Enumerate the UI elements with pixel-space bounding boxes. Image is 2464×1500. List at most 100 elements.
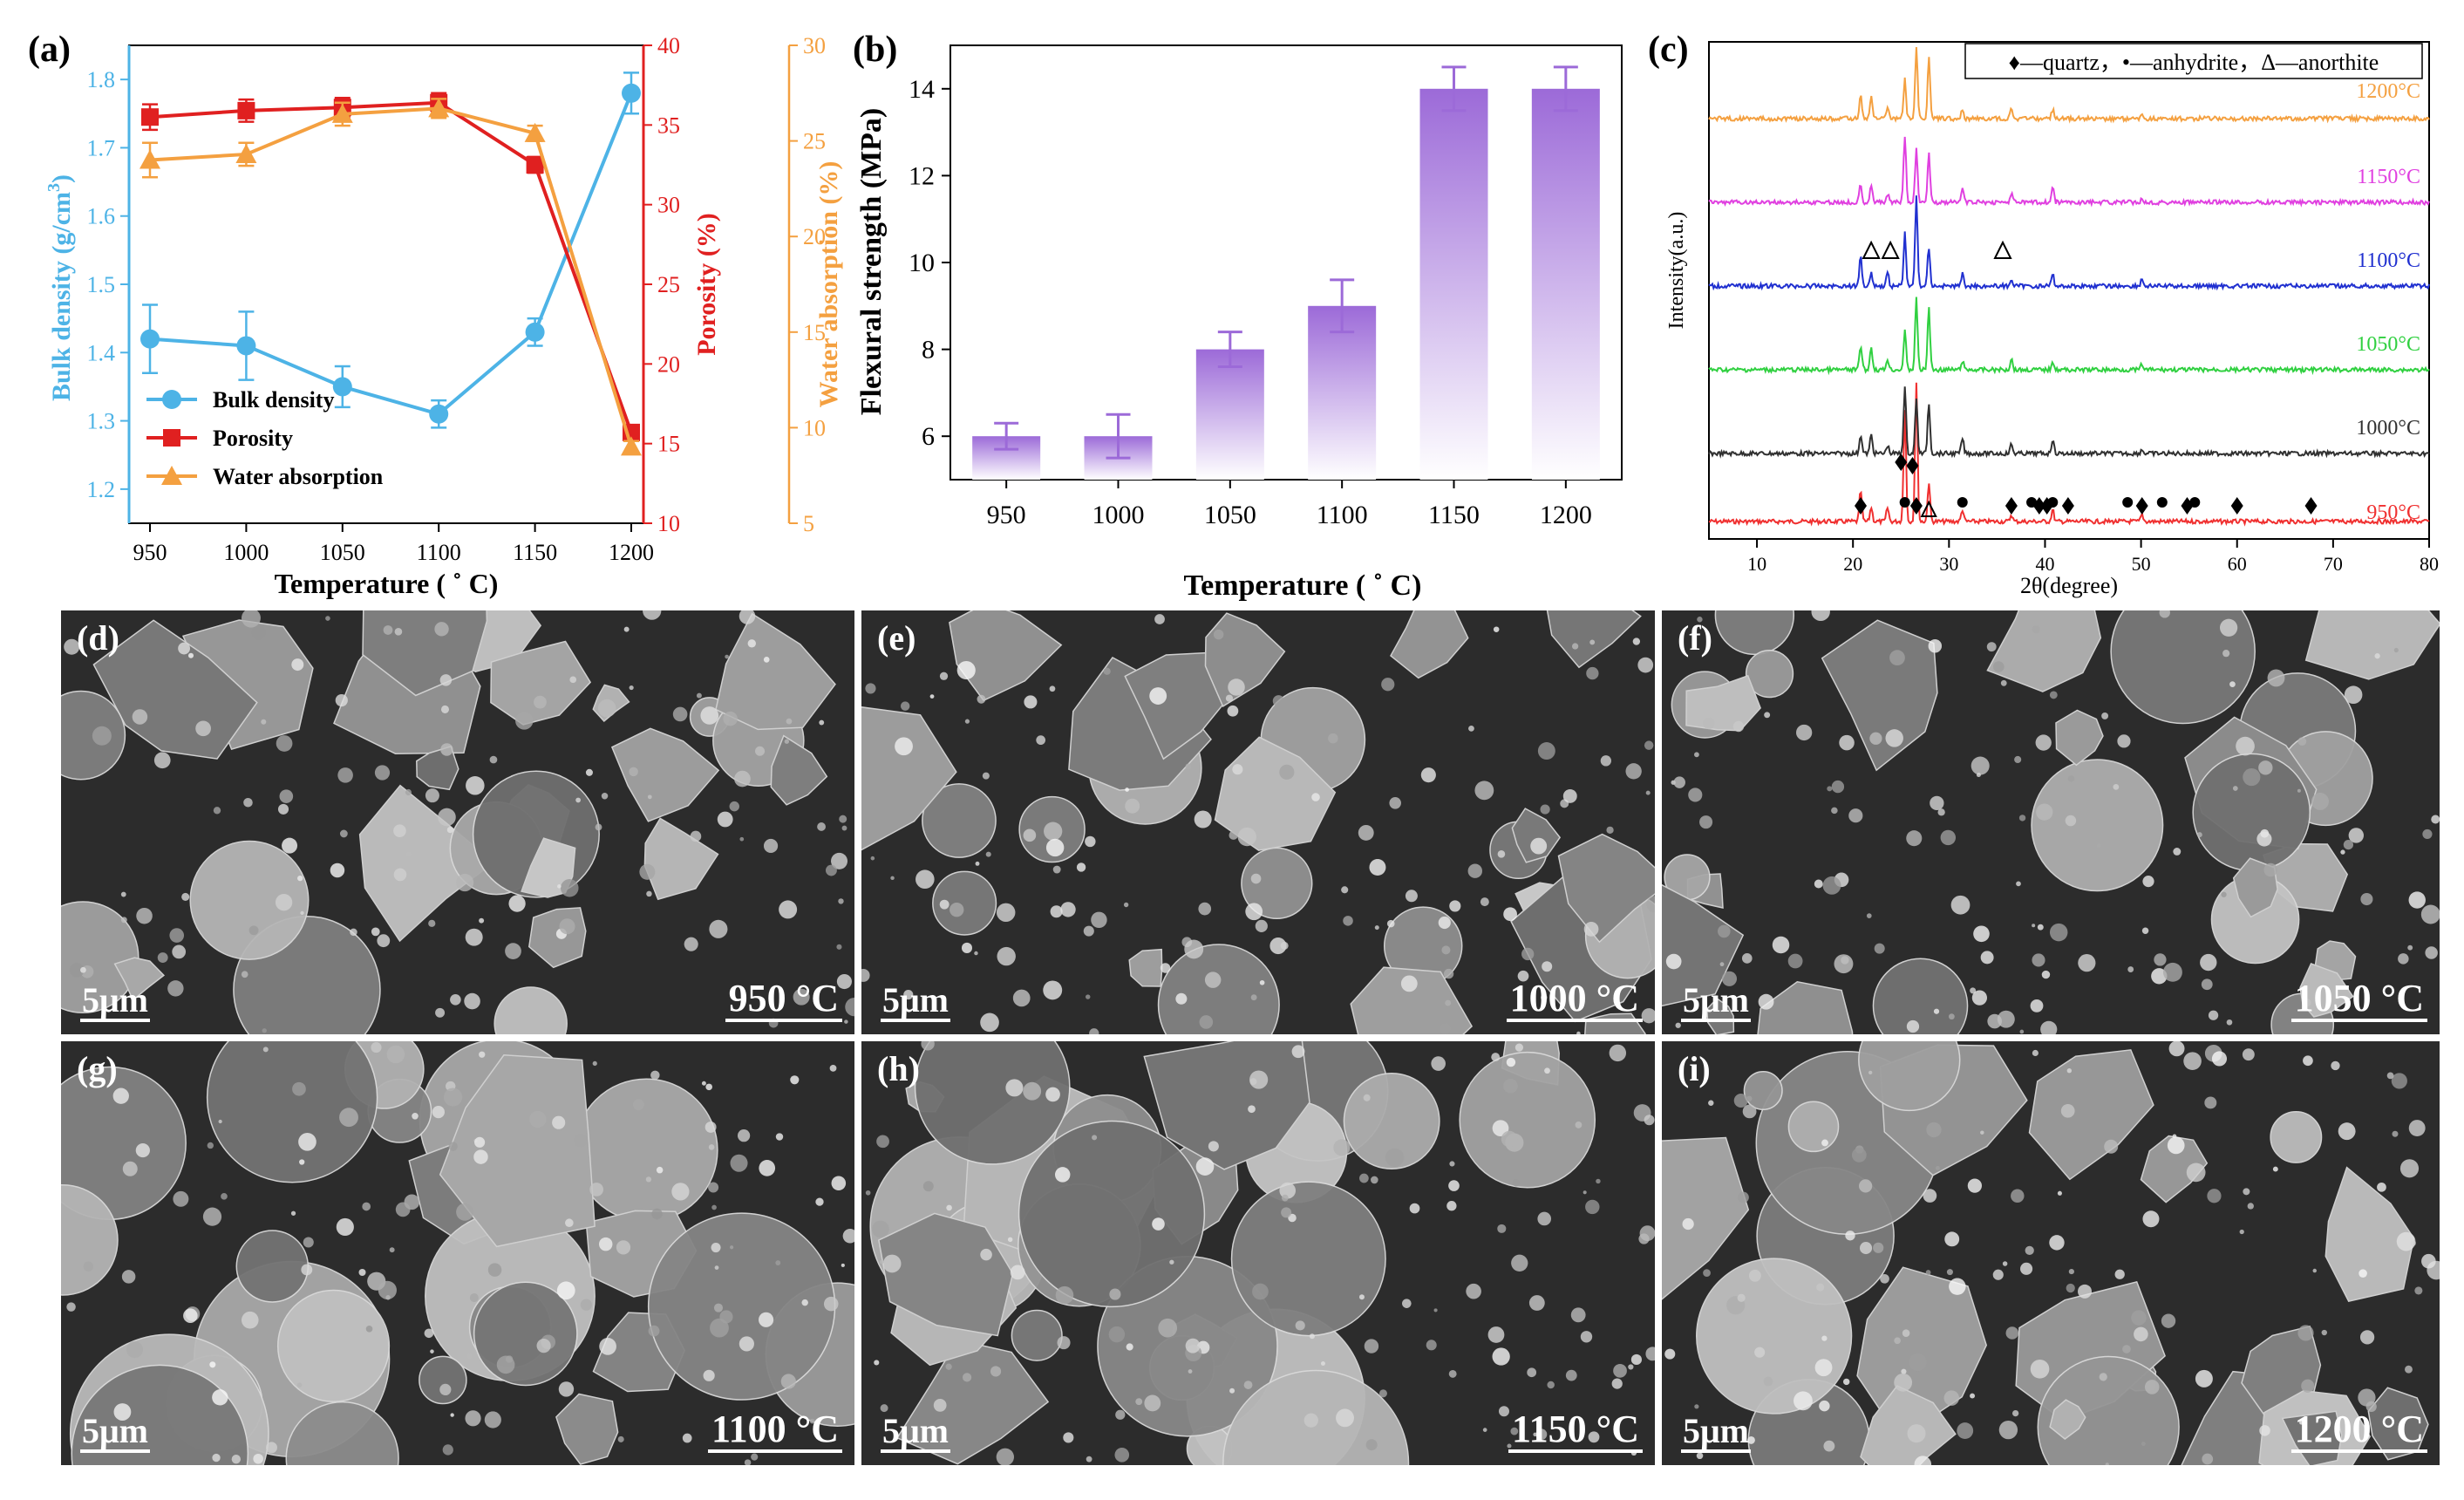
sem-grain	[779, 900, 798, 919]
chart-c-xtick-label: 40	[2035, 553, 2054, 575]
sem-grain	[1400, 975, 1418, 992]
sem-grain	[556, 1281, 575, 1300]
sem-grain	[1281, 1207, 1292, 1218]
sem-grain	[112, 1088, 129, 1104]
sem-grain	[1279, 764, 1295, 780]
chart-a-ytick-label-water: 10	[803, 415, 826, 440]
sem-grain	[1860, 1242, 1873, 1255]
sem-grain	[1644, 1115, 1655, 1126]
sem-grain	[2302, 998, 2311, 1007]
sem-grain	[1426, 1340, 1437, 1351]
sem-particle	[61, 1183, 119, 1296]
sem-grain	[412, 1112, 419, 1120]
sem-grain	[1914, 1456, 1932, 1465]
sem-grain	[282, 837, 298, 854]
sem-grain	[1365, 1439, 1378, 1451]
chart-a-ytick-label-left: 1.3	[87, 409, 116, 434]
sem-grain	[1229, 1388, 1235, 1394]
sem-grain	[296, 1382, 303, 1388]
sem-grain	[831, 852, 848, 869]
sem-grain	[1083, 925, 1094, 937]
chart-c-series-label: 950°C	[2366, 501, 2420, 524]
sem-grain	[643, 610, 662, 620]
chart-b-ytick-label: 12	[909, 161, 935, 190]
sem-grain	[964, 719, 970, 724]
sem-grain	[2167, 1136, 2185, 1155]
chart-b: 950 1000 1050 1100 1150 1200 6 8 10 12 14 Temperat…	[855, 44, 1623, 602]
sem-grain	[450, 993, 461, 1006]
sem-grain	[1869, 732, 1882, 745]
sem-grain	[1980, 1130, 1984, 1135]
sem-grain	[1023, 828, 1037, 842]
sem-grain	[1746, 1095, 1753, 1101]
sem-grain	[1036, 735, 1046, 746]
sem-particle	[1018, 1120, 1206, 1308]
chart-c-quartz-marker	[2135, 497, 2148, 515]
sem-grain	[1967, 1178, 1983, 1193]
sem-grain	[92, 726, 112, 746]
sem-particle	[932, 870, 997, 936]
sem-grain	[2168, 1041, 2185, 1057]
sem-grain	[2030, 1359, 2050, 1379]
sem-grain	[1125, 788, 1129, 792]
sem-grain	[2078, 954, 2096, 972]
chart-b-xtick-label: 950	[987, 501, 1026, 529]
chart-c-series-label: 1000°C	[2356, 417, 2420, 440]
chart-b-xtick-label: 1200	[1540, 501, 1592, 529]
sem-grain	[479, 1051, 486, 1058]
chart-a-xtick-label: 1050	[320, 540, 365, 565]
sem-grain	[1049, 685, 1056, 692]
sem-grain	[1358, 1294, 1365, 1300]
sem-grain	[432, 1105, 445, 1119]
chart-c-trace	[1708, 47, 2430, 124]
chart-a-legend-marker	[163, 429, 180, 447]
chart-c-series-label: 1100°C	[2357, 249, 2420, 272]
sem-grain	[1369, 858, 1386, 876]
sem-grain	[1381, 678, 1395, 692]
sem-grain	[2303, 1055, 2313, 1067]
sem-grain	[2396, 1231, 2416, 1251]
sem-grain	[2032, 625, 2040, 634]
sem-particle	[1511, 808, 1562, 863]
sem-grain	[1517, 970, 1529, 982]
sem-image-i: (i) 5μm 1200 °C	[1662, 1041, 2440, 1465]
sem-grain	[69, 963, 85, 978]
sem-grain	[2311, 792, 2329, 810]
sem-grain	[690, 830, 702, 842]
sem-grain	[2297, 737, 2307, 747]
sem-grain	[2256, 831, 2272, 847]
sem-grain	[2242, 1048, 2255, 1061]
sem-grain	[212, 1389, 228, 1406]
sem-grain	[251, 625, 266, 640]
sem-grain	[265, 1442, 277, 1454]
panel-label-d: (d)	[77, 618, 119, 658]
sem-grain	[121, 1270, 136, 1284]
sem-grain	[1980, 951, 1994, 965]
sem-grain	[1169, 1259, 1174, 1265]
sem-particle	[1230, 1181, 1386, 1337]
sem-grain	[1998, 1420, 2018, 1440]
sem-grain	[710, 1318, 729, 1338]
sem-grain	[645, 1176, 652, 1183]
sem-particle	[71, 1364, 249, 1465]
chart-c-anhydrite-marker	[1899, 497, 1910, 508]
chart-b-xtick-label: 1050	[1204, 501, 1256, 529]
sem-grain	[438, 808, 456, 827]
sem-grain	[2391, 1073, 2407, 1089]
chart-a-ytick-label-left: 1.4	[87, 340, 116, 365]
sem-grain	[1814, 879, 1823, 889]
sem-grain	[2301, 1379, 2315, 1393]
sem-grain	[389, 1247, 395, 1253]
sem-grain	[213, 807, 221, 815]
sem-particle	[2304, 610, 2440, 680]
sem-grain	[985, 851, 991, 857]
sem-grain	[2272, 1166, 2278, 1172]
sem-grain	[1819, 1400, 1830, 1412]
sem-grain	[2344, 685, 2363, 705]
sem-grain	[1255, 919, 1268, 932]
sem-grain	[1831, 780, 1845, 794]
sem-grain	[297, 876, 303, 882]
sem-grain	[1971, 990, 1988, 1006]
sem-grain	[599, 1338, 616, 1355]
chart-a-legend-label: Porosity	[213, 426, 293, 451]
